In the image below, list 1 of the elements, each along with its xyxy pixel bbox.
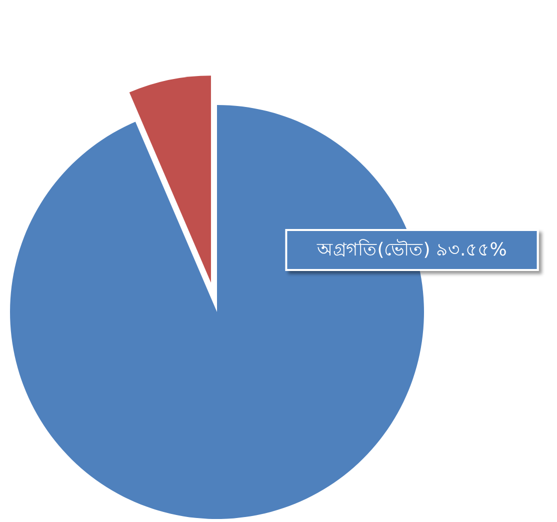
slice-label: অগ্রগতি(ভৌত) ৯৩.৫৫% (316, 240, 507, 260)
